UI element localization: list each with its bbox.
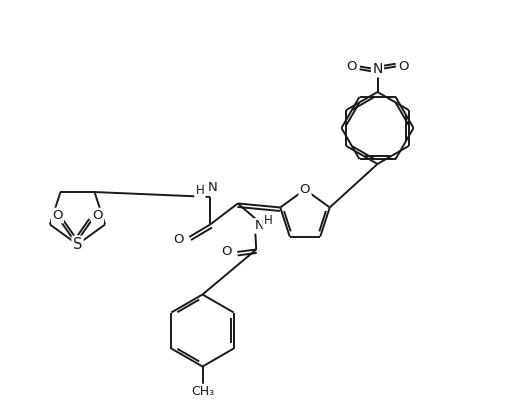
Text: N: N <box>208 182 218 195</box>
Text: CH₃: CH₃ <box>191 385 214 398</box>
Text: O: O <box>300 183 310 196</box>
Text: O: O <box>398 60 409 73</box>
Text: H: H <box>195 184 205 197</box>
Text: N: N <box>255 220 264 233</box>
Text: N: N <box>372 62 383 76</box>
Text: O: O <box>52 209 63 222</box>
Text: O: O <box>346 60 357 73</box>
Text: S: S <box>73 237 82 252</box>
Text: O: O <box>92 209 103 222</box>
Text: O: O <box>173 233 183 246</box>
Text: O: O <box>221 246 231 258</box>
Text: H: H <box>264 215 272 228</box>
